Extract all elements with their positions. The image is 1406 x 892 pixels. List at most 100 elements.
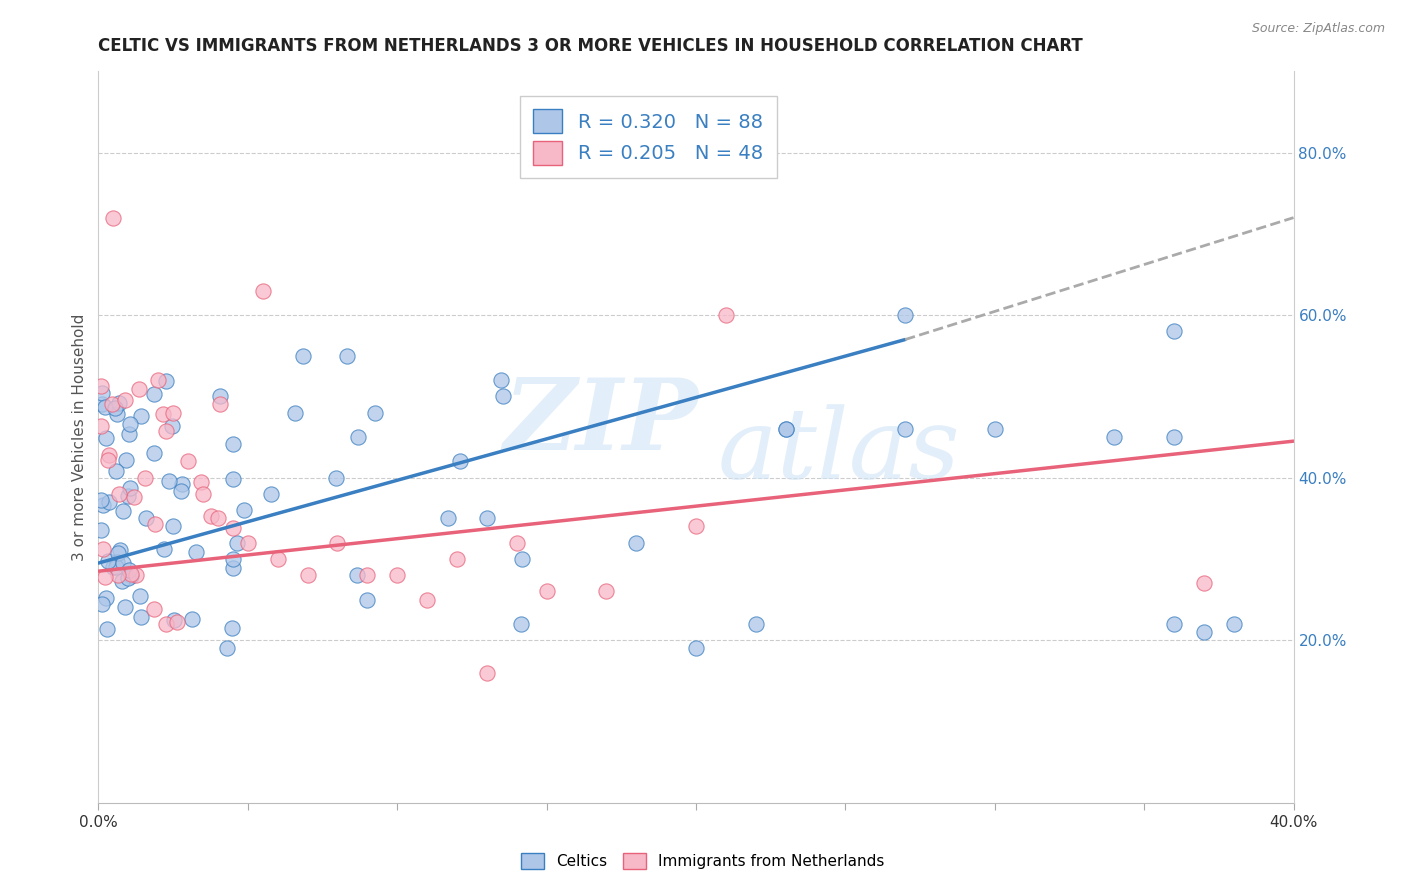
Point [1163,430,1185,444]
Point [336,349,359,363]
Point [714,308,737,322]
Point [190,475,212,489]
Point [1163,325,1185,339]
Point [115,452,138,467]
Point [163,613,186,627]
Point [120,567,142,582]
Point [1223,617,1246,632]
Point [222,472,245,486]
Point [745,617,768,632]
Point [94,431,117,445]
Point [166,615,188,630]
Point [894,422,917,436]
Point [363,406,385,420]
Point [222,521,245,535]
Point [122,490,145,504]
Point [97,495,120,509]
Point [157,474,180,488]
Point [207,511,229,525]
Point [169,483,191,498]
Point [222,552,245,566]
Point [94,570,117,584]
Point [111,556,134,570]
Point [120,481,142,495]
Point [292,349,315,363]
Point [155,617,177,632]
Point [162,419,184,434]
Point [117,489,139,503]
Point [125,567,148,582]
Point [114,599,136,614]
Point [437,511,460,525]
Point [191,487,214,501]
Point [209,397,232,411]
Point [416,592,439,607]
Point [222,561,245,575]
Point [118,562,141,576]
Point [184,544,207,558]
Point [90,419,112,434]
Point [90,597,112,611]
Point [221,622,243,636]
Point [284,406,307,420]
Point [143,602,166,616]
Point [217,641,239,656]
Point [536,584,558,599]
Point [107,568,129,582]
Point [96,622,118,636]
Point [117,571,139,585]
Point [105,464,128,478]
Point [103,211,125,225]
Point [104,559,127,574]
Point [446,552,468,566]
Point [93,542,115,557]
Point [107,487,129,501]
Point [356,568,378,582]
Point [259,487,281,501]
Point [148,373,170,387]
Legend: Celtics, Immigrants from Netherlands: Celtics, Immigrants from Netherlands [516,847,890,875]
Point [105,555,128,569]
Y-axis label: 3 or more Vehicles in Household: 3 or more Vehicles in Household [72,313,87,561]
Point [177,454,200,468]
Point [222,437,245,451]
Point [111,504,134,518]
Point [105,407,128,421]
Point [346,568,368,582]
Point [233,503,256,517]
Point [155,424,177,438]
Point [97,554,120,568]
Point [143,387,166,401]
Point [135,511,157,525]
Point [90,523,112,537]
Point [489,373,512,387]
Point [685,641,707,656]
Point [114,393,136,408]
Point [91,397,114,411]
Point [97,453,120,467]
Point [90,492,112,507]
Point [129,610,152,624]
Text: Source: ZipAtlas.com: Source: ZipAtlas.com [1251,22,1385,36]
Point [118,427,141,442]
Point [894,308,917,322]
Point [91,386,114,401]
Point [347,430,370,444]
Point [200,508,222,523]
Point [475,511,498,525]
Point [1163,617,1185,632]
Text: CELTIC VS IMMIGRANTS FROM NETHERLANDS 3 OR MORE VEHICLES IN HOUSEHOLD CORRELATIO: CELTIC VS IMMIGRANTS FROM NETHERLANDS 3 … [98,37,1083,54]
Point [142,446,165,460]
Point [685,519,707,533]
Point [325,471,347,485]
Point [326,535,349,549]
Point [356,592,378,607]
Point [118,417,141,431]
Point [509,617,531,632]
Point [225,535,247,549]
Text: ZIP: ZIP [503,375,697,471]
Point [155,374,177,388]
Point [97,448,120,462]
Point [252,284,274,298]
Point [595,584,617,599]
